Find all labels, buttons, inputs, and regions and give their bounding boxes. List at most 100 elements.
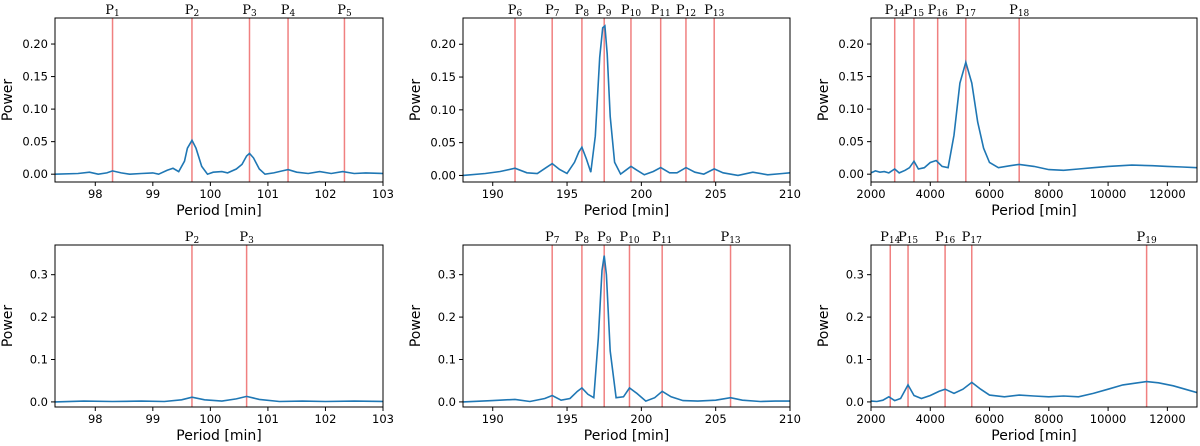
plot-frame	[870, 244, 1198, 408]
x-tick-label: 98	[88, 412, 103, 426]
peak-label-p1: P1	[105, 3, 119, 19]
peak-label-p2: P2	[185, 3, 199, 19]
peak-label-p15: P15	[898, 230, 918, 246]
peak-label-p2: P2	[185, 230, 199, 246]
x-tick-label: 102	[314, 187, 336, 201]
x-tick-label: 4000	[916, 412, 945, 426]
x-tick-label: 12000	[1149, 187, 1186, 201]
x-tick-label: 205	[705, 187, 727, 201]
x-tick-label: 195	[556, 187, 578, 201]
peak-label-p4: P4	[281, 3, 296, 19]
x-tick-label: 102	[314, 412, 336, 426]
plot-frame	[462, 17, 791, 183]
y-tick-label: 0.0	[438, 395, 456, 409]
series-line-periodogram	[871, 380, 1197, 403]
plot-frame	[870, 17, 1198, 183]
x-tick-label: 103	[372, 187, 394, 201]
peak-label-p16: P16	[928, 3, 948, 19]
panel-1: P1 P2 P3 P4 P5 98 99 100 101 102 103 0.00 0.05 0.10 0.…	[0, 3, 394, 219]
plot-frame	[54, 244, 384, 408]
x-tick-label: 195	[556, 412, 578, 426]
x-tick-label: 190	[482, 412, 504, 426]
y-tick-label: 0.10	[22, 102, 48, 116]
series-line-periodogram	[463, 255, 790, 403]
peak-label-p18: P18	[1009, 3, 1029, 19]
peak-label-p11: P11	[651, 3, 671, 19]
series-line-periodogram	[871, 59, 1197, 174]
panel-5: P7 P8 P9 P10 P11 P13 190 195 200 205 210 0.0 0.1 0.2 0…	[408, 230, 801, 444]
peak-label-p16: P16	[935, 230, 955, 246]
x-tick-label: 101	[257, 187, 279, 201]
peak-label-p17: P17	[962, 230, 982, 246]
x-axis-label: Period [min]	[991, 428, 1076, 444]
peak-label-p12: P12	[676, 3, 696, 19]
y-tick-label: 0.2	[30, 310, 48, 324]
y-tick-label: 0.20	[430, 37, 456, 51]
x-tick-label: 10000	[1090, 412, 1127, 426]
x-tick-label: 6000	[975, 412, 1004, 426]
peak-label-p19: P19	[1137, 230, 1157, 246]
y-tick-label: 0.00	[22, 167, 48, 181]
x-tick-label: 10000	[1090, 187, 1127, 201]
plot-frame	[54, 17, 384, 183]
x-tick-label: 100	[199, 187, 221, 201]
peak-label-p13: P13	[704, 3, 724, 19]
x-axis-label: Period [min]	[584, 428, 669, 444]
x-axis-label: Period [min]	[176, 428, 261, 444]
y-tick-label: 0.10	[430, 103, 456, 117]
y-tick-label: 0.20	[838, 37, 864, 51]
x-tick-label: 205	[705, 412, 727, 426]
y-tick-label: 0.00	[838, 167, 864, 181]
y-tick-label: 0.05	[430, 136, 456, 150]
y-axis-label: Power	[0, 79, 16, 122]
y-axis-label: Power	[0, 305, 16, 348]
x-tick-label: 99	[146, 412, 161, 426]
panel-3: P14 P15 P16 P17 P18 2000 4000 6000 8000 10000 1200…	[816, 3, 1198, 219]
x-tick-label: 200	[630, 412, 652, 426]
peak-label-p11: P11	[652, 230, 672, 246]
y-tick-label: 0.05	[838, 135, 864, 149]
x-tick-label: 2000	[856, 187, 885, 201]
series-line-periodogram	[55, 395, 383, 403]
panel-4: P2 P3 98 99 100 101 102 103 0.0 0.1 0.2 0.3 Period […	[0, 230, 394, 444]
peak-label-p15: P15	[904, 3, 924, 19]
x-tick-label: 98	[88, 187, 103, 201]
y-tick-label: 0.3	[846, 268, 864, 282]
x-tick-label: 2000	[856, 412, 885, 426]
y-tick-label: 0.2	[438, 310, 456, 324]
x-tick-label: 190	[482, 187, 504, 201]
y-tick-label: 0.3	[438, 268, 456, 282]
peak-label-p3: P3	[239, 230, 254, 246]
y-tick-label: 0.1	[438, 353, 456, 367]
x-tick-label: 4000	[916, 187, 945, 201]
y-tick-label: 0.15	[22, 70, 48, 84]
y-tick-label: 0.1	[846, 353, 864, 367]
x-tick-label: 100	[199, 412, 221, 426]
y-tick-label: 0.0	[846, 395, 864, 409]
peak-label-p7: P7	[545, 230, 560, 246]
y-tick-label: 0.10	[838, 102, 864, 116]
y-axis-label: Power	[408, 79, 424, 122]
y-axis-label: Power	[816, 79, 832, 122]
x-axis-label: Period [min]	[584, 203, 669, 219]
peak-label-p17: P17	[956, 3, 976, 19]
x-tick-label: 101	[257, 412, 279, 426]
series-line-periodogram	[55, 138, 383, 176]
x-tick-label: 12000	[1149, 412, 1186, 426]
x-tick-label: 8000	[1034, 187, 1063, 201]
y-tick-label: 0.15	[838, 70, 864, 84]
x-tick-label: 8000	[1034, 412, 1063, 426]
peak-label-p14: P14	[880, 230, 900, 246]
y-tick-label: 0.3	[30, 268, 48, 282]
peak-label-p6: P6	[508, 3, 523, 19]
x-tick-label: 210	[779, 187, 801, 201]
y-tick-label: 0.15	[430, 70, 456, 84]
y-tick-label: 0.20	[22, 37, 48, 51]
peak-label-p10: P10	[621, 3, 641, 19]
x-tick-label: 210	[779, 412, 801, 426]
y-axis-label: Power	[408, 305, 424, 348]
x-axis-label: Period [min]	[176, 203, 261, 219]
peak-label-p7: P7	[545, 3, 560, 19]
y-tick-label: 0.2	[846, 310, 864, 324]
